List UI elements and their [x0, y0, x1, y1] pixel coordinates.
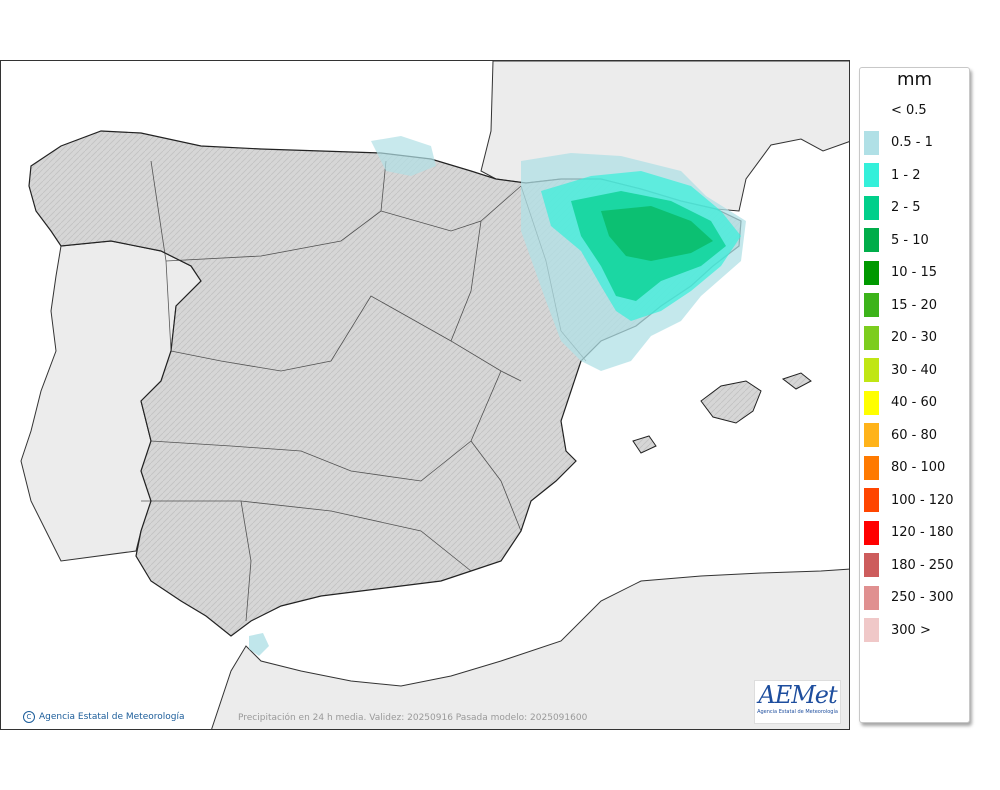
ibiza-island	[632, 435, 657, 454]
legend-swatch	[864, 423, 879, 447]
precip-5-10-band	[601, 206, 713, 261]
legend-swatch	[864, 293, 879, 317]
legend-item: 5 - 10	[864, 228, 929, 252]
legend-label: 300 >	[891, 622, 931, 638]
legend-swatch	[864, 455, 879, 480]
legend-item: 250 - 300	[864, 585, 954, 610]
legend-swatch	[864, 618, 879, 642]
legend-item: 100 - 120	[864, 488, 954, 512]
north-africa-landmass	[211, 568, 849, 729]
precip-0-5-1-strait	[249, 633, 269, 656]
legend-swatch	[864, 260, 879, 285]
legend-item: 15 - 20	[864, 293, 937, 317]
legend-label: 1 - 2	[891, 167, 921, 183]
precip-0-5-1-cantabric	[371, 136, 436, 176]
legend-label: 20 - 30	[891, 330, 938, 345]
menorca-island	[781, 372, 812, 390]
precipitation-map: C Agencia Estatal de Meteorología Precip…	[0, 60, 850, 730]
logo-mark: AEMet	[758, 681, 837, 709]
legend-swatch	[864, 520, 879, 545]
legend-item: 10 - 15	[864, 260, 938, 285]
legend-label: 5 - 10	[891, 232, 929, 248]
legend-swatch	[864, 553, 879, 577]
legend-item: 300 >	[864, 618, 931, 642]
map-canvas	[20, 61, 849, 729]
legend-swatch	[864, 390, 879, 415]
precipitation-overlay	[249, 136, 746, 656]
legend-label: 15 - 20	[891, 297, 938, 313]
legend-item: 2 - 5	[864, 195, 921, 220]
legend-swatch	[864, 228, 879, 252]
legend-label: < 0.5	[891, 102, 927, 118]
legend-item: 0.5 - 1	[864, 130, 933, 155]
precipitation-legend: mm < 0.5 0.5 - 1 1 - 2 2 - 5 5 - 10 10 - 15 15…	[859, 67, 970, 723]
legend-item: 120 - 180	[864, 520, 954, 545]
legend-label: 40 - 60	[891, 395, 938, 410]
copyright-icon: C	[23, 711, 35, 723]
legend-swatch	[864, 358, 879, 382]
legend-swatch	[864, 195, 879, 220]
legend-label: 10 - 15	[891, 265, 938, 280]
legend-item: 30 - 40	[864, 358, 937, 382]
legend-title: mm	[896, 69, 933, 90]
mallorca-island	[700, 380, 762, 424]
legend-label: 180 - 250	[891, 557, 954, 573]
legend-label: 2 - 5	[891, 200, 921, 215]
legend-label: 30 - 40	[891, 362, 938, 378]
logo-subtitle: Agencia Estatal de Meteorología	[757, 709, 838, 715]
legend-item: 20 - 30	[864, 325, 938, 350]
legend-label: 100 - 120	[891, 492, 954, 508]
legend-label: 120 - 180	[891, 525, 954, 540]
legend-swatch	[864, 163, 879, 187]
legend-label: 60 - 80	[891, 427, 938, 443]
legend-item: 40 - 60	[864, 390, 938, 415]
legend-item: 80 - 100	[864, 455, 946, 480]
legend-item: 60 - 80	[864, 423, 937, 447]
legend-label: 80 - 100	[891, 460, 946, 475]
legend-swatch	[864, 98, 879, 122]
legend-swatch	[864, 585, 879, 610]
credit: C Agencia Estatal de Meteorología	[23, 711, 185, 723]
legend-label: 0.5 - 1	[891, 135, 933, 150]
legend-swatch	[864, 130, 879, 155]
legend-item: 1 - 2	[864, 163, 921, 187]
legend-swatch	[864, 325, 879, 350]
legend-label: 250 - 300	[891, 590, 954, 605]
map-caption: Precipitación en 24 h media. Validez: 20…	[238, 713, 588, 723]
legend-swatch	[864, 488, 879, 512]
legend-item: 180 - 250	[864, 553, 954, 577]
legend-item: < 0.5	[864, 98, 927, 122]
aemet-logo: AEMet Agencia Estatal de Meteorología	[754, 680, 841, 724]
credit-text: Agencia Estatal de Meteorología	[39, 712, 185, 722]
